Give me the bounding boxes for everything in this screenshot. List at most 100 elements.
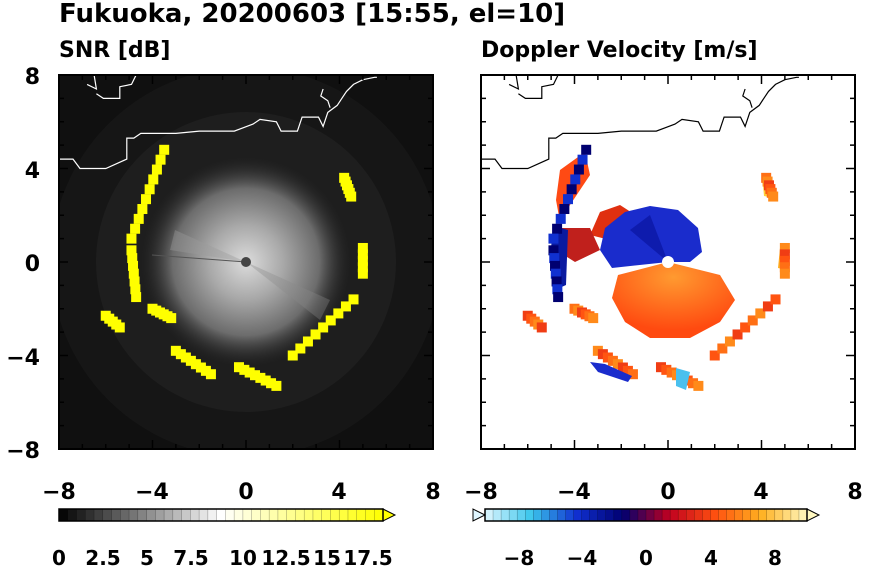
echo-patch — [732, 329, 743, 340]
snr-axis-ticks — [58, 74, 434, 450]
coastline-segment — [320, 88, 331, 108]
colorbar-segment — [356, 509, 366, 521]
colorbar-segment — [557, 509, 566, 521]
echo-patch — [302, 336, 313, 347]
colorbar-segment — [517, 509, 526, 521]
colorbar-segment — [798, 509, 808, 521]
echo-patch — [200, 365, 211, 376]
echo-patch — [175, 349, 186, 360]
echo-patch — [779, 262, 790, 273]
echo-patch — [548, 233, 559, 244]
echo-patch — [148, 174, 159, 185]
echo-patch — [348, 294, 359, 305]
colorbar-segment — [190, 509, 200, 521]
coastline-segment — [59, 76, 377, 170]
echo-patch — [255, 372, 266, 383]
echo-patch — [266, 378, 277, 389]
echo-patch — [755, 308, 766, 319]
colorbar-segment — [67, 509, 78, 521]
colorbar-segment — [111, 509, 121, 521]
colorbar-segment — [637, 509, 647, 521]
radar-site-marker-velocity — [662, 256, 674, 268]
coastline-segment — [742, 88, 753, 108]
colorbar-segment — [260, 509, 270, 521]
echo-patch — [195, 362, 206, 373]
echo-patch — [244, 367, 255, 378]
snr-colorbar-label: 7.5 — [173, 546, 208, 570]
colorbar-segment — [702, 509, 711, 521]
velocity-axis-ticks — [480, 74, 856, 450]
colorbar-segment — [330, 509, 340, 521]
echo-patch — [250, 370, 261, 381]
velocity-colorbar-extend-max — [806, 508, 821, 522]
colorbar-segment — [321, 509, 331, 521]
echo-patch — [762, 301, 773, 312]
echo-patch — [141, 194, 152, 205]
snr-x-tick-label: 8 — [425, 480, 440, 505]
colorbar-segment — [541, 509, 550, 521]
velocity-x-tick-label: −4 — [557, 480, 591, 505]
echo-patch — [548, 245, 559, 256]
echo-patch — [260, 375, 271, 386]
echo-patch — [185, 355, 196, 366]
colorbar-segment — [782, 509, 792, 521]
echo-patch — [357, 255, 368, 266]
echo-patch — [717, 343, 728, 354]
velocity-colorbar-label: 0 — [639, 546, 653, 570]
coastline-segment — [86, 75, 98, 91]
echo-patch — [233, 362, 244, 373]
colorbar-segment — [102, 509, 113, 521]
echo-patch — [166, 313, 177, 324]
snr-x-tick-label: 4 — [331, 480, 346, 505]
echo-patch — [563, 194, 574, 205]
echo-patch — [333, 308, 344, 319]
echo-patch — [555, 213, 566, 224]
snr-colorbar-label: 17.5 — [343, 546, 392, 570]
colorbar-segment — [225, 509, 235, 521]
echo-patch — [190, 359, 201, 370]
echo-patch — [126, 245, 137, 256]
colorbar-segment — [172, 509, 183, 521]
colorbar-segment — [549, 509, 558, 521]
echo-patch — [357, 242, 368, 253]
echo-patch — [536, 322, 547, 333]
colorbar-segment — [573, 509, 583, 521]
coastline-segment — [96, 75, 137, 99]
echo-patch — [155, 154, 166, 165]
echo-patch — [205, 369, 216, 380]
colorbar-segment — [686, 509, 695, 521]
echo-patch — [666, 367, 677, 378]
echo-patch — [549, 253, 560, 264]
colorbar-segment — [629, 509, 639, 521]
echo-patch — [779, 249, 790, 260]
colorbar-segment — [207, 509, 218, 521]
velocity-colorbar-label: −8 — [504, 546, 535, 570]
colorbar-segment — [59, 509, 69, 521]
colorbar-segment — [646, 509, 655, 521]
echo-patch — [559, 204, 570, 215]
echo-patch — [357, 262, 368, 273]
colorbar-segment — [742, 509, 752, 521]
snr-colorbar-tick-labels: 0 2.5 5 7.5 10 12.5 15 17.5 — [52, 546, 393, 570]
echo-patch — [151, 164, 162, 175]
snr-x-tick-label: −8 — [42, 480, 76, 505]
snr-colorbar-label: 10 — [229, 546, 257, 570]
colorbar-segment — [181, 509, 191, 521]
snr-y-tick-label: 4 — [25, 159, 40, 184]
echo-patch — [588, 313, 599, 324]
colorbar-segment — [155, 509, 165, 521]
snr-x-tick-label: 0 — [238, 480, 253, 505]
echo-patch — [159, 144, 170, 155]
snr-y-tick-label: 8 — [25, 65, 40, 90]
snr-colorbar-label: 15 — [313, 546, 341, 570]
colorbar-segment — [565, 509, 575, 521]
colorbar-segment — [597, 509, 607, 521]
echo-patch — [553, 292, 564, 303]
echo-patch — [287, 350, 298, 361]
colorbar-segment — [129, 509, 139, 521]
colorbar-segment — [304, 509, 314, 521]
colorbar-segment — [269, 509, 279, 521]
snr-colorbar: 0 2.5 5 7.5 10 12.5 15 17.5 — [52, 508, 397, 570]
colorbar-segment — [694, 509, 703, 521]
echo-patch — [551, 276, 562, 287]
